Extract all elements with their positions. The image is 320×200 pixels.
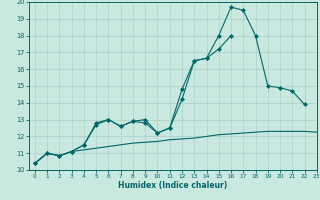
X-axis label: Humidex (Indice chaleur): Humidex (Indice chaleur) (118, 181, 228, 190)
